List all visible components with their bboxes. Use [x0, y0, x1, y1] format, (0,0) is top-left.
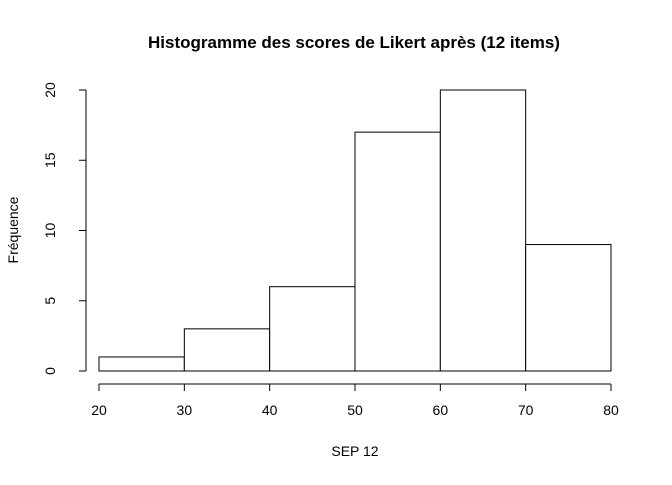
histogram-bar-70-80	[525, 244, 612, 372]
bars-layer	[98, 89, 612, 372]
x-tick-label-80: 80	[603, 402, 619, 418]
histogram-bar-40-50	[269, 286, 356, 372]
y-tick-label-0: 0	[42, 367, 58, 375]
x-tick-label-30: 30	[177, 402, 193, 418]
x-axis-label: SEP 12	[331, 443, 378, 459]
y-axis: 0 5 10 15 20	[42, 82, 87, 375]
x-tick-label-40: 40	[262, 402, 278, 418]
y-tick-label-20: 20	[42, 82, 58, 98]
y-tick-label-10: 10	[42, 223, 58, 239]
histogram-bar-20-30	[98, 356, 185, 372]
y-axis-label: Fréquence	[5, 196, 21, 263]
x-tick-label-60: 60	[433, 402, 449, 418]
x-tick-label-50: 50	[347, 402, 363, 418]
x-axis: 20 30 40 50 60 70 80	[91, 383, 619, 418]
x-tick-label-20: 20	[91, 402, 107, 418]
histogram-bar-50-60	[354, 131, 441, 372]
y-tick-label-5: 5	[42, 297, 58, 305]
y-tick-label-15: 15	[42, 152, 58, 168]
histogram-bar-30-40	[183, 328, 271, 372]
x-tick-label-70: 70	[518, 402, 534, 418]
chart-title: Histogramme des scores de Likert après (…	[148, 33, 560, 52]
histogram-bar-60-70	[439, 89, 527, 372]
